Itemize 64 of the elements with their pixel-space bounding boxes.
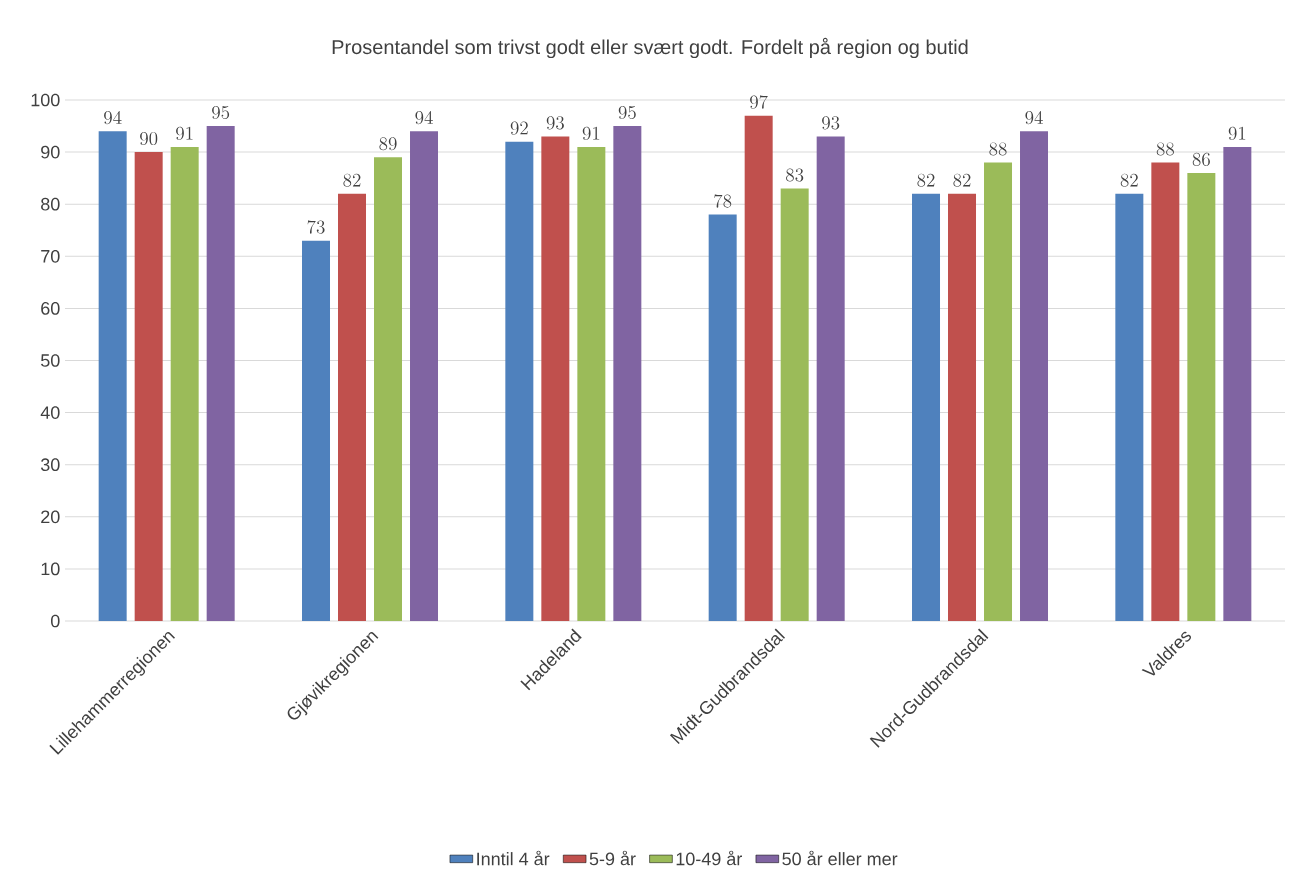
data-label: 90 — [140, 131, 158, 146]
bar — [984, 162, 1013, 621]
y-tick-label: 30 — [40, 458, 60, 472]
y-tick-label: 0 — [50, 614, 60, 628]
y-tick-label: 100 — [31, 93, 60, 107]
data-label: 73 — [307, 220, 325, 234]
bar — [302, 240, 331, 621]
legend-label: Inntil 4 år — [477, 850, 550, 866]
y-tick-label: 50 — [40, 354, 60, 367]
bar — [1187, 172, 1216, 621]
data-label: 83 — [786, 168, 804, 182]
bar — [410, 131, 439, 621]
data-label: 94 — [415, 110, 433, 125]
data-label: 93 — [546, 116, 564, 130]
bar — [338, 193, 367, 621]
bar — [541, 136, 570, 621]
bar — [170, 146, 199, 621]
data-label: 89 — [379, 137, 397, 151]
bar — [577, 146, 606, 621]
bar — [744, 115, 773, 621]
data-label: 86 — [1192, 152, 1210, 166]
bar — [134, 152, 163, 621]
bar — [708, 214, 737, 621]
bar — [1151, 162, 1180, 621]
y-tick-label: 90 — [41, 145, 60, 159]
bar — [1020, 131, 1049, 621]
y-tick-label: 80 — [41, 197, 60, 211]
chart-title: Prosentandel som trivst godt eller svært godt. Fordelt på region og butid — [332, 37, 968, 59]
data-label: 88 — [989, 142, 1007, 156]
data-label: 93 — [822, 116, 840, 130]
data-label: 94 — [104, 110, 122, 125]
bar — [1223, 146, 1252, 621]
legend-label: 50 år eller mer — [782, 850, 898, 866]
bar — [206, 126, 235, 621]
data-label: 94 — [1025, 110, 1043, 125]
bar — [948, 193, 977, 621]
data-label: 91 — [176, 126, 193, 140]
data-label: 88 — [1156, 142, 1174, 156]
data-label: 82 — [1120, 173, 1138, 187]
data-label: 95 — [618, 105, 636, 120]
data-label: 91 — [582, 126, 600, 140]
data-label: 78 — [714, 194, 732, 208]
bar — [780, 188, 809, 621]
bar — [613, 126, 642, 621]
data-label: 82 — [953, 173, 971, 187]
bar — [505, 141, 534, 621]
y-tick-label: 40 — [40, 406, 60, 419]
data-label: 82 — [343, 173, 361, 187]
legend-label: 10-49 år — [676, 850, 742, 866]
data-label: 91 — [1228, 126, 1246, 140]
y-tick-label: 20 — [41, 510, 60, 524]
bar — [98, 131, 127, 621]
data-label: 82 — [917, 173, 935, 187]
data-label: 92 — [510, 121, 528, 135]
y-tick-label: 60 — [41, 302, 60, 315]
y-tick-label: 70 — [41, 249, 60, 263]
bar — [912, 193, 941, 621]
y-tick-label: 10 — [41, 562, 60, 576]
legend-label: 5-9 år — [589, 850, 636, 866]
data-label: 97 — [750, 95, 768, 109]
bar — [374, 157, 403, 621]
bar — [1115, 193, 1144, 621]
bar — [816, 136, 845, 621]
data-label: 95 — [212, 105, 230, 120]
